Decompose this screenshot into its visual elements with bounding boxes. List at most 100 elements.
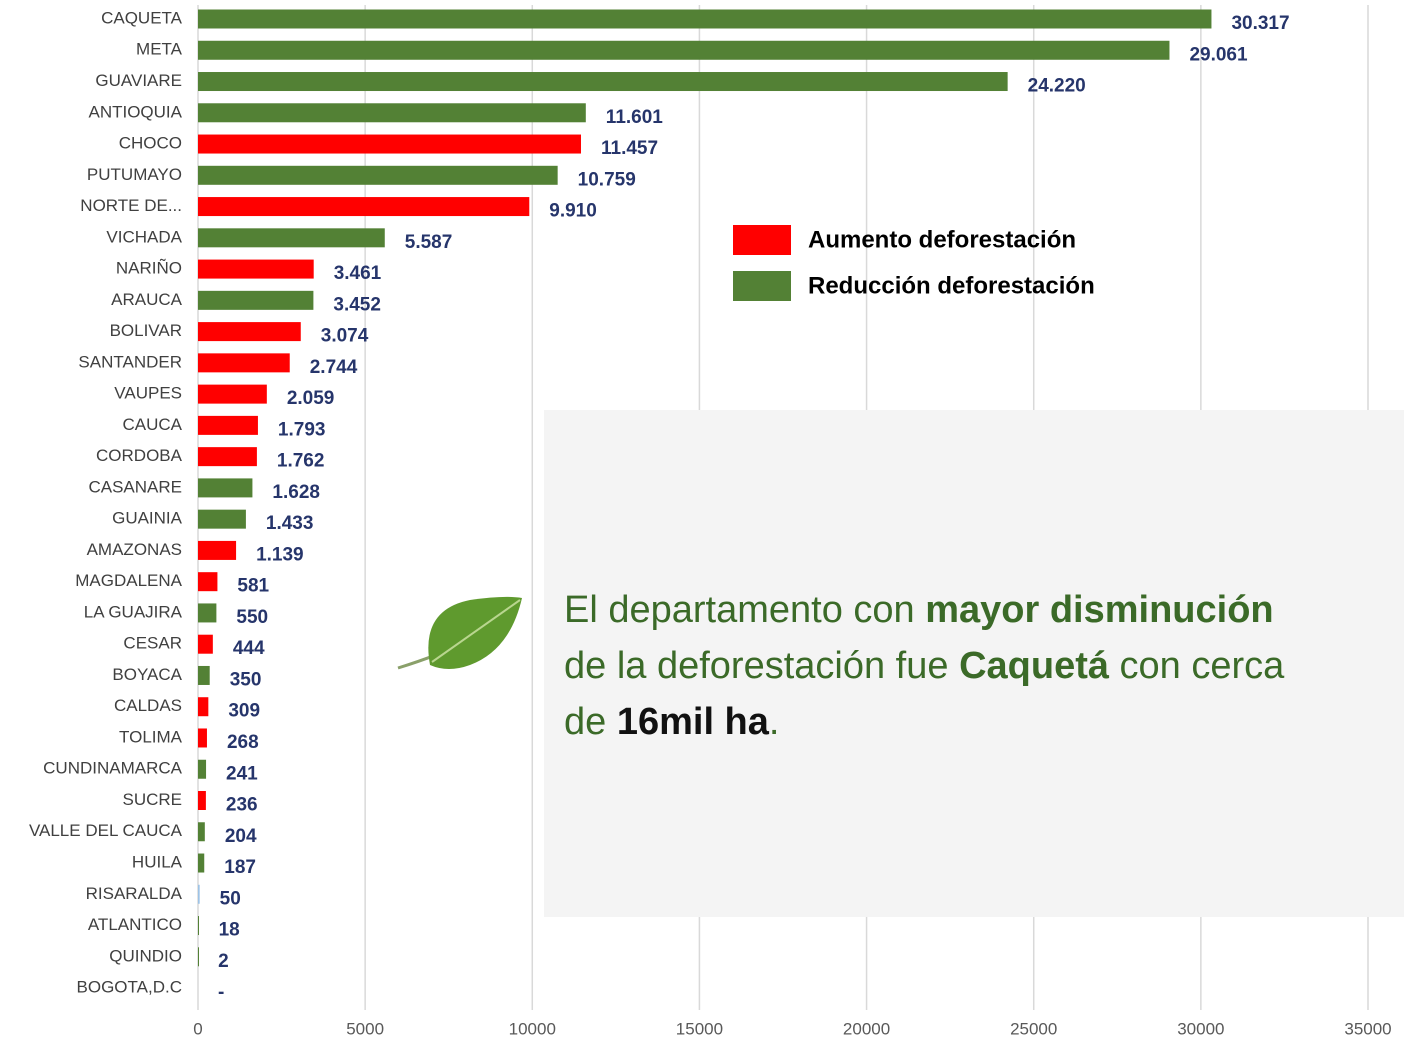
bar xyxy=(198,759,207,779)
bar xyxy=(198,259,314,279)
x-tick-label: 35000 xyxy=(1344,1019,1391,1038)
bar xyxy=(198,384,267,404)
value-label: 50 xyxy=(220,888,241,909)
bar xyxy=(198,9,1212,29)
bar xyxy=(198,72,1008,92)
category-label: CASANARE xyxy=(88,477,182,496)
bar xyxy=(198,853,205,873)
x-tick-label: 5000 xyxy=(346,1019,384,1038)
category-label: AMAZONAS xyxy=(87,540,182,559)
bar xyxy=(198,103,586,123)
value-label: 1.628 xyxy=(272,482,320,503)
leaf-icon xyxy=(397,596,522,670)
value-label: 9.910 xyxy=(549,201,597,222)
value-label: 550 xyxy=(236,607,268,628)
category-label: META xyxy=(136,40,183,59)
annotation-text: de la deforestación fue xyxy=(564,645,960,687)
value-label: 1.793 xyxy=(278,419,326,440)
category-label: NARIÑO xyxy=(116,259,182,278)
value-label: 3.452 xyxy=(333,294,381,315)
annotation-text: . xyxy=(768,701,780,743)
x-tick-label: 15000 xyxy=(676,1019,723,1038)
category-label: MAGDALENA xyxy=(75,571,182,590)
category-label: BOGOTA,D.C xyxy=(77,978,182,997)
value-label: 1.433 xyxy=(266,513,314,534)
value-label: 30.317 xyxy=(1231,13,1289,34)
annotation-text: 16mil ha xyxy=(616,701,769,743)
category-label: VAUPES xyxy=(114,384,182,403)
bar xyxy=(198,791,206,810)
category-label: ANTIOQUIA xyxy=(88,102,182,121)
category-label: CALDAS xyxy=(114,696,182,715)
category-label: NORTE DE... xyxy=(80,196,182,215)
category-label: BOYACA xyxy=(112,665,182,684)
bar xyxy=(198,540,237,560)
category-label: SANTANDER xyxy=(78,352,182,371)
bar xyxy=(198,165,558,185)
value-label: - xyxy=(218,982,224,1003)
category-label: GUAVIARE xyxy=(95,71,182,90)
x-tick-label: 30000 xyxy=(1177,1019,1224,1038)
value-label: 350 xyxy=(230,669,262,690)
x-tick-label: 10000 xyxy=(509,1019,556,1038)
category-label: RISARALDA xyxy=(86,884,183,903)
annotation-text: El departamento con xyxy=(564,589,926,631)
bar xyxy=(198,447,257,467)
bar xyxy=(198,947,199,967)
value-label: 24.220 xyxy=(1028,76,1086,97)
category-label: PUTUMAYO xyxy=(87,165,182,184)
bar xyxy=(198,728,207,748)
annotation: El departamento con mayor disminución de … xyxy=(564,582,1394,750)
annotation-line: El departamento con mayor disminución xyxy=(564,582,1394,638)
annotation-text: mayor disminución xyxy=(925,589,1274,631)
value-label: 1.762 xyxy=(277,451,325,472)
value-label: 18 xyxy=(219,920,240,941)
value-label: 187 xyxy=(224,857,256,878)
category-label: HUILA xyxy=(132,853,183,872)
note-box xyxy=(544,410,1404,917)
bar xyxy=(198,134,581,154)
value-label: 2 xyxy=(218,951,229,972)
value-label: 5.587 xyxy=(405,232,453,253)
value-label: 11.601 xyxy=(606,107,663,128)
value-label: 1.139 xyxy=(256,544,304,565)
category-label: ATLANTICO xyxy=(88,915,182,934)
bar xyxy=(198,290,314,310)
value-label: 2.059 xyxy=(287,388,335,409)
value-label: 241 xyxy=(226,763,258,784)
x-tick-label: 25000 xyxy=(1010,1019,1057,1038)
category-label: CUNDINAMARCA xyxy=(43,759,183,778)
value-label: 2.744 xyxy=(310,357,358,378)
bar xyxy=(198,665,210,685)
value-label: 309 xyxy=(228,701,260,722)
value-label: 268 xyxy=(227,732,259,753)
bar xyxy=(198,822,205,842)
legend-label: Aumento deforestación xyxy=(808,226,1076,253)
bar xyxy=(198,228,385,248)
value-label: 3.074 xyxy=(321,326,369,347)
category-label: ARAUCA xyxy=(111,290,183,309)
annotation-text: con cerca xyxy=(1108,645,1285,687)
bar xyxy=(198,634,213,654)
value-label: 29.061 xyxy=(1189,44,1248,65)
category-label: CAUCA xyxy=(122,415,182,434)
category-label: QUINDIO xyxy=(109,946,182,965)
bar xyxy=(198,197,530,217)
legend-label: Reducción deforestación xyxy=(808,272,1095,299)
bar xyxy=(198,353,290,373)
bar xyxy=(198,322,301,342)
annotation-line: de 16mil ha. xyxy=(564,694,1394,750)
value-label: 11.457 xyxy=(601,138,658,159)
legend-swatch xyxy=(733,271,791,301)
category-label: TOLIMA xyxy=(119,727,183,746)
category-label: SUCRE xyxy=(122,790,182,809)
bar xyxy=(198,697,209,717)
annotation-text: de xyxy=(564,701,617,743)
category-label: BOLIVAR xyxy=(110,321,182,340)
bar xyxy=(198,415,258,435)
value-label: 444 xyxy=(233,638,265,659)
category-label: GUAINIA xyxy=(112,509,183,528)
bar xyxy=(198,478,253,498)
legend-swatch xyxy=(733,225,791,255)
